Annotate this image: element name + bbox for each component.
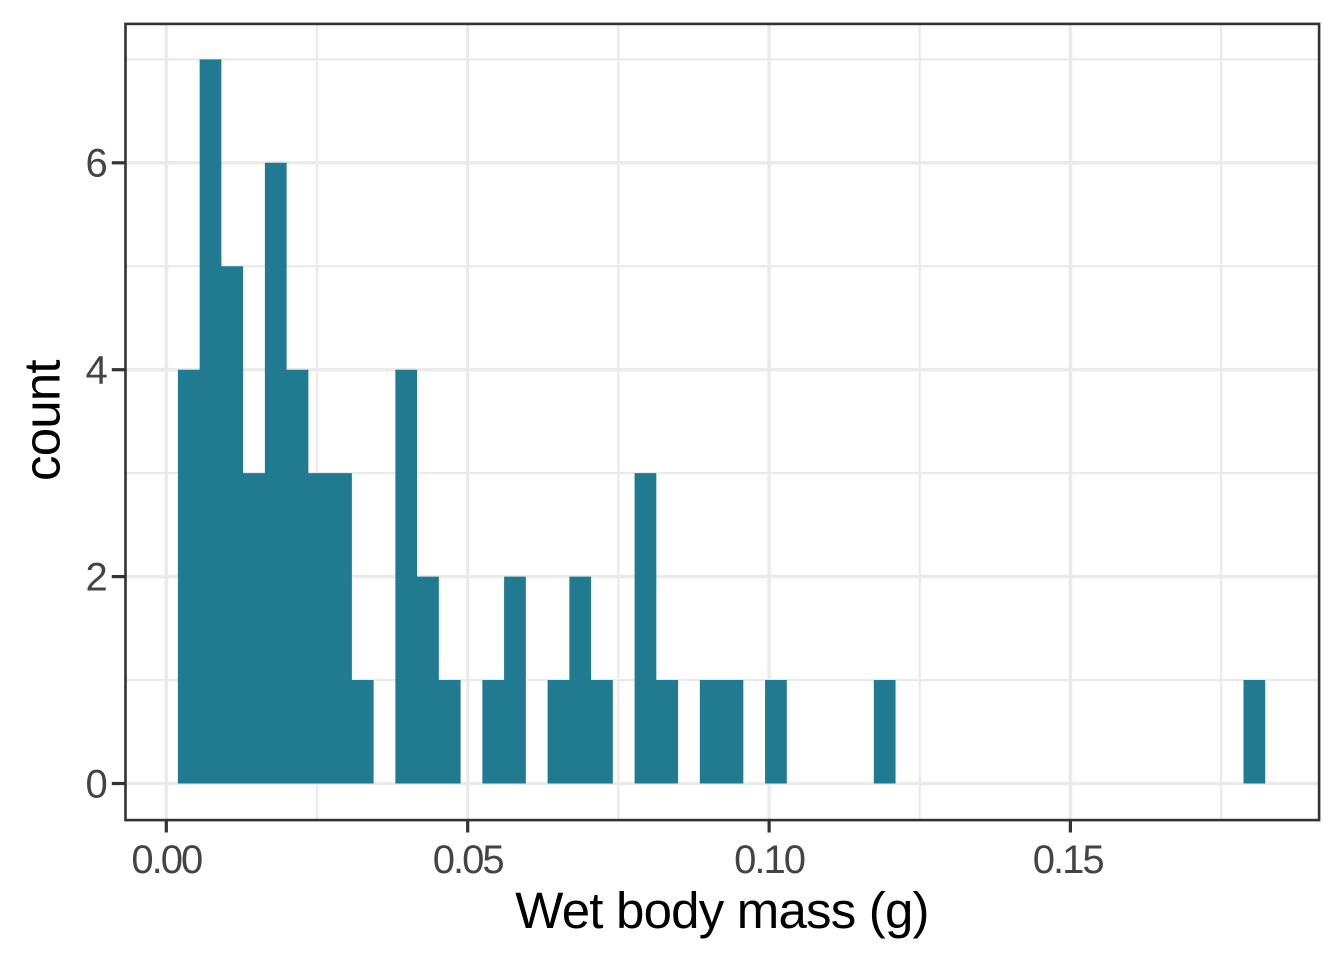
svg-text:0.00: 0.00 bbox=[131, 838, 202, 882]
svg-text:6: 6 bbox=[85, 142, 107, 186]
svg-text:0.10: 0.10 bbox=[734, 838, 805, 882]
svg-text:0: 0 bbox=[85, 762, 107, 806]
svg-text:0.15: 0.15 bbox=[1033, 838, 1104, 882]
svg-text:count: count bbox=[14, 360, 71, 481]
svg-text:2: 2 bbox=[85, 556, 107, 600]
svg-text:0.05: 0.05 bbox=[433, 838, 504, 882]
svg-text:Wet body mass (g): Wet body mass (g) bbox=[515, 882, 928, 939]
svg-text:4: 4 bbox=[85, 349, 107, 393]
